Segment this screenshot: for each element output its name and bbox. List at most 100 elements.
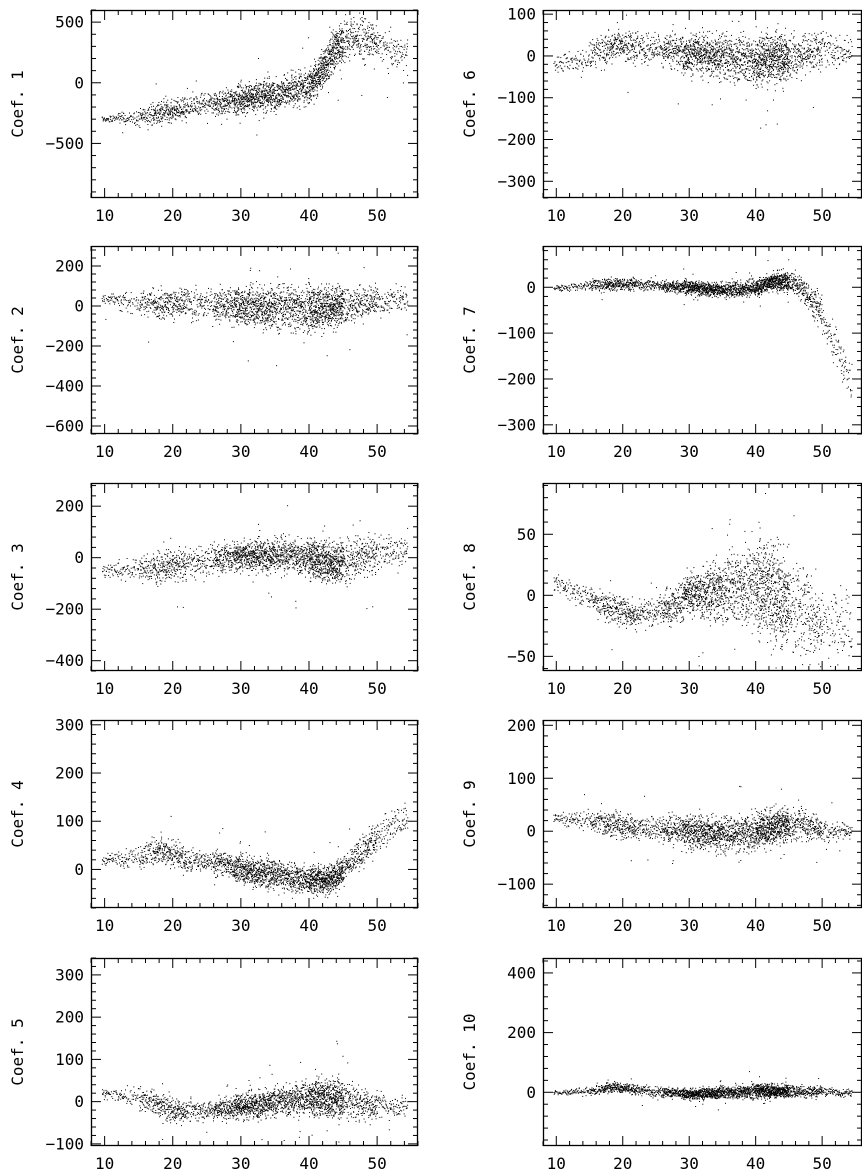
scatter-point [339,54,341,55]
scatter-point [277,99,279,101]
scatter-point [329,51,331,53]
scatter-point [620,48,622,50]
scatter-point [677,70,679,72]
scatter-point [773,99,774,101]
scatter-point [646,56,647,58]
scatter-point [751,67,753,69]
scatter-point [139,118,141,120]
scatter-point [322,60,324,62]
scatter-point [575,57,577,59]
scatter-point [773,63,775,65]
scatter-point [620,42,621,44]
scatter-point [649,59,651,61]
scatter-point [729,56,730,58]
scatter-point [759,73,761,75]
scatter-point [245,96,247,97]
scatter-point [625,40,627,42]
scatter-point [765,32,767,34]
scatter-point [778,73,780,75]
scatter-point [312,79,314,81]
scatter-point [217,98,219,100]
scatter-point [709,46,711,48]
scatter-point [272,92,274,94]
scatter-point [191,109,193,111]
scatter-point [722,54,724,56]
scatter-point [199,103,201,105]
scatter-point [703,56,705,58]
scatter-point [326,69,328,71]
scatter-point [765,61,767,63]
scatter-point [236,102,237,104]
scatter-point [307,91,309,93]
scatter-point [266,98,268,100]
scatter-point [224,106,226,108]
scatter-point [375,25,377,27]
scatter-point [275,76,277,78]
scatter-point [778,65,780,67]
scatter-point [309,75,311,77]
scatter-point [353,35,355,37]
scatter-point [276,100,278,102]
scatter-point [270,90,272,92]
scatter-point [380,47,382,49]
scatter-point [278,94,280,96]
scatter-point [227,89,229,91]
scatter-point [333,45,335,47]
scatter-point [301,92,303,94]
scatter-point [771,73,772,75]
scatter-point [340,57,342,59]
scatter-point [280,95,282,97]
scatter-point [606,54,608,56]
scatter-point [361,20,363,22]
scatter-point [212,97,214,99]
scatter-point [249,85,251,87]
scatter-point [323,64,325,66]
scatter-point [270,95,271,97]
scatter-point [244,115,246,117]
scatter-point [636,54,638,56]
scatter-point [631,46,633,48]
scatter-point [325,71,327,73]
scatter-point [229,90,231,92]
scatter-point [717,63,719,65]
scatter-point [687,61,689,63]
scatter-point [746,45,748,47]
scatter-point [301,85,303,87]
scatter-point [109,115,111,117]
scatter-point [309,83,311,85]
scatter-point [785,41,787,43]
scatter-point [306,79,308,81]
scatter-point [594,51,596,53]
scatter-point [301,89,303,91]
scatter-point [269,90,271,92]
scatter-point [679,60,681,62]
scatter-point [639,53,641,54]
scatter-point [665,52,667,54]
scatter-point [669,63,671,65]
scatter-point [161,107,163,109]
scatter-point [736,58,738,60]
scatter-point [784,59,786,60]
scatter-point [245,98,247,100]
scatter-point [161,106,163,107]
scatter-point [560,67,562,69]
scatter-point [756,76,758,78]
scatter-point [738,20,740,22]
scatter-point [709,53,711,54]
scatter-point [624,51,626,53]
scatter-point [309,95,311,97]
scatter-point [324,70,326,72]
scatter-point [562,62,564,64]
scatter-point [259,84,261,86]
scatter-point [288,87,290,89]
scatter-point [222,90,224,92]
scatter-point [213,93,215,95]
scatter-point [686,49,688,50]
scatter-point [183,114,185,115]
scatter-point [201,102,203,104]
scatter-point [319,70,321,71]
scatter-point [600,69,602,71]
scatter-point [274,101,276,103]
scatter-point [285,77,286,79]
scatter-point [621,39,623,41]
